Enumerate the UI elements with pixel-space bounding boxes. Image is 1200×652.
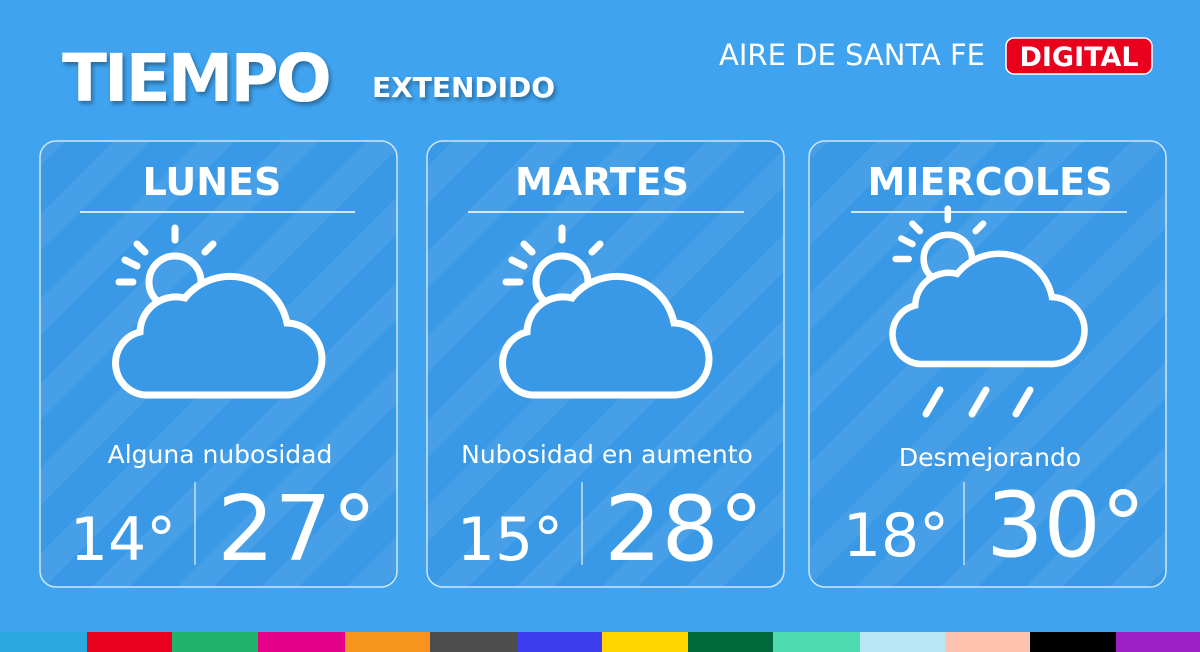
day-card: MIERCOLES Desmejorando 18° 30°: [808, 140, 1167, 588]
badge-bg: [1005, 37, 1153, 75]
temp-min: 14°: [70, 505, 176, 575]
temp-max: 28°: [604, 477, 764, 582]
temp-max: 27°: [217, 477, 377, 582]
temp-max: 30°: [986, 473, 1146, 578]
day-name: MARTES: [515, 160, 689, 204]
temp-min: 18°: [843, 501, 949, 571]
day-card: LUNES Alguna nubosidad 14° 27°: [39, 140, 398, 588]
day-name: MIERCOLES: [868, 160, 1113, 204]
rain: [922, 386, 1034, 418]
temp-min: 15°: [457, 505, 563, 575]
badge: DIGITAL: [1019, 42, 1138, 73]
header-title: TIEMPO EXTENDIDO: [62, 40, 555, 117]
brand: AIRE DE SANTA FE: [719, 38, 985, 72]
title: TIEMPO: [62, 40, 329, 117]
description: Desmejorando: [899, 443, 1081, 472]
color-stripe: [0, 632, 1200, 652]
day-card: MARTES Nubosidad en aumento 15° 28°: [426, 140, 785, 588]
day-name: LUNES: [143, 160, 282, 204]
description: Nubosidad en aumento: [461, 440, 753, 469]
description: Alguna nubosidad: [108, 440, 333, 469]
subtitle: EXTENDIDO: [372, 71, 555, 104]
